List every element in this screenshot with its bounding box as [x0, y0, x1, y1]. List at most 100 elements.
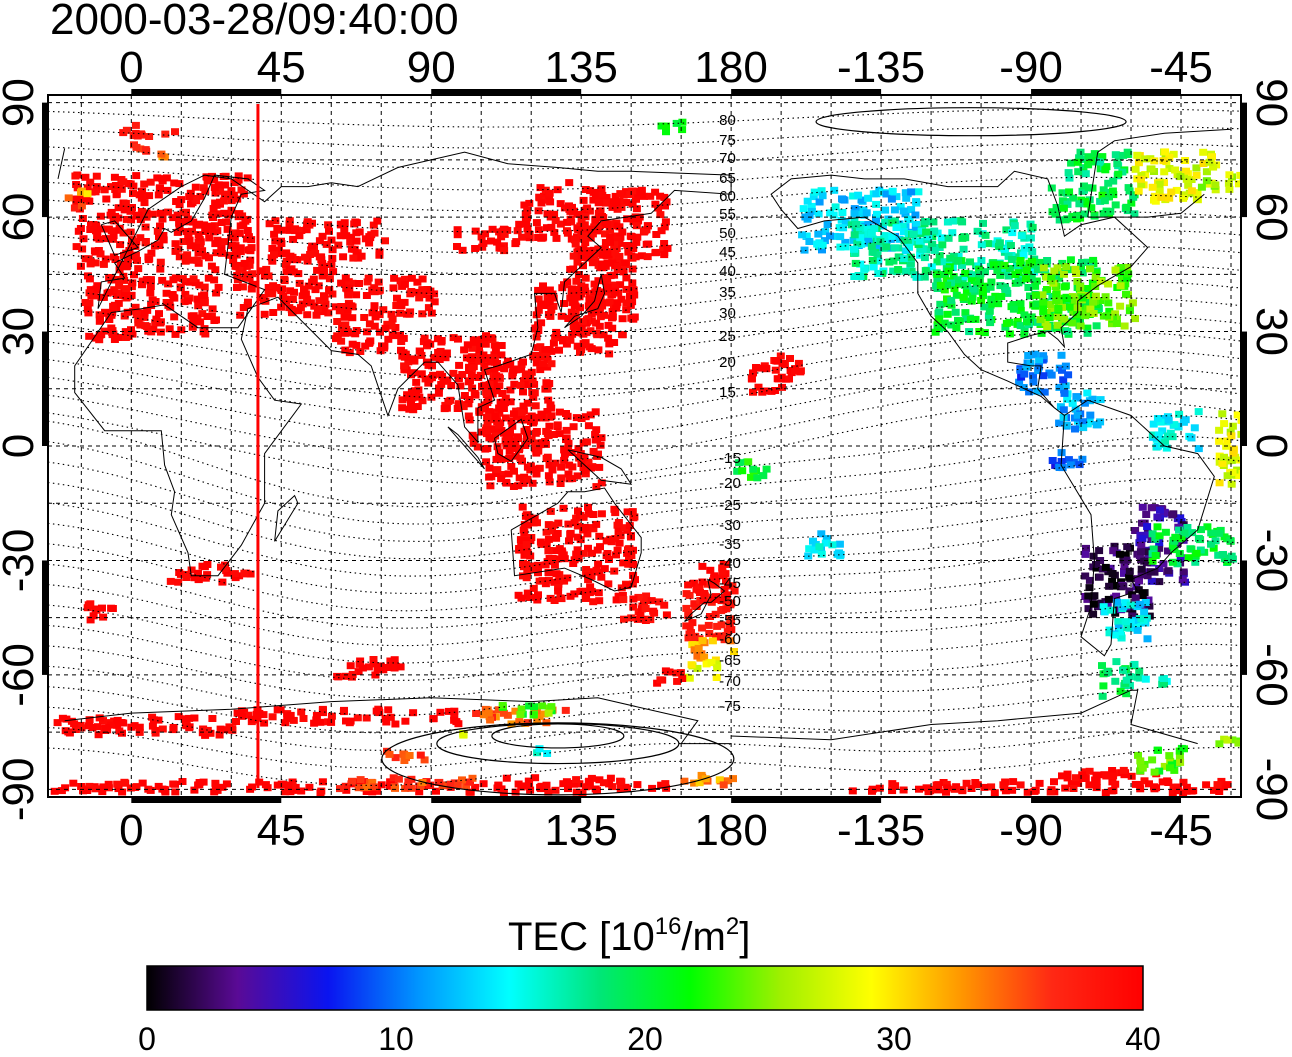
tec-cell: [1073, 411, 1082, 419]
tec-cell: [400, 280, 409, 288]
tec-cell: [1143, 523, 1152, 531]
tec-cell: [867, 229, 876, 237]
tec-cell: [560, 555, 569, 563]
tec-cell: [544, 788, 553, 796]
tec-cell: [534, 591, 542, 599]
tec-cell: [85, 275, 94, 283]
tec-cell: [539, 360, 548, 368]
tec-cell: [128, 236, 136, 244]
tec-cell: [498, 701, 507, 709]
tec-cell: [373, 787, 382, 795]
tec-cell: [121, 328, 130, 336]
tec-cell: [289, 268, 298, 276]
tec-cell: [1172, 186, 1181, 194]
tec-cell: [191, 195, 200, 202]
tec-cell: [1220, 420, 1229, 428]
tec-cell: [953, 276, 962, 284]
coastline: [564, 274, 606, 329]
lon-tick-label: 45: [257, 43, 306, 92]
tec-cell: [718, 564, 727, 572]
tec-cell: [591, 216, 600, 224]
tec-cell: [335, 307, 344, 315]
tec-cell: [630, 291, 639, 299]
tec-cell: [594, 199, 603, 207]
tec-cell: [1035, 779, 1044, 787]
tec-cell: [1068, 212, 1077, 220]
tec-cell: [803, 197, 812, 205]
tec-cell: [1115, 550, 1124, 558]
tec-cell: [591, 430, 600, 438]
tec-cell: [189, 275, 198, 283]
tec-cell: [1063, 770, 1072, 778]
tec-cell: [1073, 278, 1082, 285]
south-pole-contour: [436, 722, 680, 765]
tec-cell: [1027, 313, 1036, 321]
tec-cell: [453, 781, 462, 789]
tec-cell: [407, 400, 415, 408]
tec-cell: [413, 278, 422, 286]
tec-cell: [111, 186, 120, 193]
tec-cell: [1059, 406, 1068, 414]
tec-cell: [550, 210, 559, 218]
tec-cell: [1068, 293, 1077, 301]
tec-cell: [162, 174, 171, 182]
tec-cell: [487, 358, 496, 366]
tec-cell: [313, 305, 322, 313]
tec-cell: [497, 351, 506, 359]
tec-cell: [560, 446, 569, 454]
tec-cell: [277, 240, 286, 247]
contour-label: 20: [719, 354, 736, 371]
tec-cell: [605, 780, 614, 788]
tec-cell: [494, 706, 503, 714]
tec-cell: [297, 787, 306, 795]
tec-cell: [511, 452, 520, 460]
tec-cell: [1151, 552, 1160, 559]
tec-cell: [209, 214, 217, 221]
lat-tick-label: 0: [1247, 434, 1292, 458]
tec-cell: [601, 230, 609, 238]
tec-cell: [1104, 179, 1113, 187]
tec-cell: [637, 252, 646, 260]
tec-cell: [127, 283, 136, 291]
tec-cell: [813, 240, 822, 248]
tec-cell: [589, 447, 598, 455]
tec-cell: [545, 298, 554, 305]
tec-cell: [550, 597, 559, 604]
tec-cell: [236, 222, 245, 230]
tec-cell: [1160, 680, 1168, 688]
tec-cell: [539, 287, 548, 294]
tec-cell: [536, 343, 545, 351]
tec-cell: [577, 322, 586, 330]
colorbar-tick-label: 10: [378, 1021, 414, 1057]
tec-cell: [656, 676, 665, 684]
tec-cell: [1092, 560, 1100, 568]
tec-cell: [141, 239, 150, 247]
tec-cell: [996, 282, 1005, 290]
tec-cell: [1120, 322, 1129, 330]
tec-cell: [482, 388, 491, 396]
tec-cell: [581, 239, 590, 247]
tec-cell: [1078, 294, 1087, 302]
tec-cell: [987, 278, 996, 286]
tec-cell: [1084, 605, 1093, 613]
tec-cell: [977, 241, 986, 249]
tec-cell: [185, 714, 194, 722]
tec-cell: [830, 186, 839, 194]
tec-cell: [1016, 300, 1025, 308]
tec-cell: [141, 223, 150, 231]
tec-cell: [72, 243, 81, 251]
tec-cell: [1218, 551, 1227, 558]
tec-cell: [261, 297, 270, 305]
tec-cell: [481, 445, 490, 453]
tec-cell: [440, 405, 449, 413]
tec-cell: [1137, 565, 1146, 573]
tec-cell: [1061, 216, 1070, 224]
tec-cell: [682, 604, 691, 612]
tec-cell: [490, 341, 499, 349]
tec-cell: [528, 377, 537, 385]
tec-cell: [1105, 307, 1114, 315]
tec-cell: [604, 334, 613, 342]
tec-cell: [1081, 550, 1090, 558]
tec-cell: [604, 251, 613, 259]
